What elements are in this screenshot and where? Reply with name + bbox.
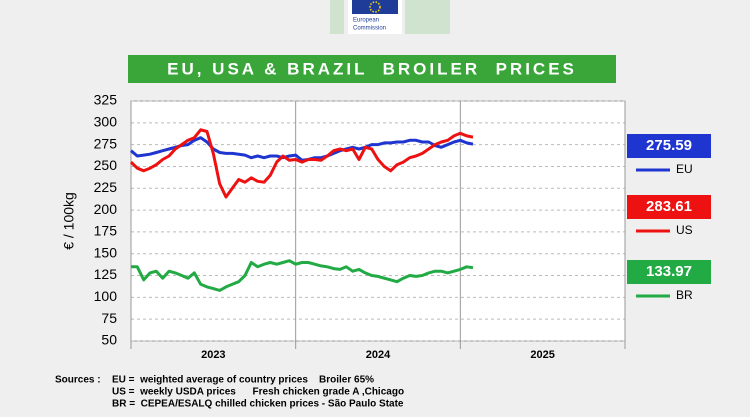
line-br	[131, 259, 474, 292]
y-axis-label: € / 100kg	[61, 192, 77, 250]
chart-title: EU, USA & BRAZIL BROILER PRICES	[167, 59, 577, 78]
title-box	[128, 55, 616, 83]
source-line: US = weekly USDA prices Fresh chicken gr…	[112, 387, 404, 398]
y-tick-label: 125	[94, 266, 118, 282]
y-tick-label: 50	[101, 332, 117, 348]
y-tick-label: 175	[94, 223, 118, 239]
y-tick-label: 200	[94, 201, 118, 217]
latest-value: 275.59	[646, 137, 692, 154]
logo-stripe	[405, 0, 450, 34]
line-us	[129, 128, 474, 199]
y-tick-label: 75	[101, 310, 117, 326]
latest-value: 133.97	[646, 263, 692, 280]
y-tick-label: 325	[94, 92, 118, 108]
latest-value: 283.61	[646, 198, 692, 215]
y-tick-label: 250	[94, 157, 118, 173]
latest-box	[627, 195, 711, 219]
plot-area	[130, 100, 626, 342]
legend-label: BR	[676, 288, 693, 302]
logo-text: European	[353, 18, 379, 24]
y-tick-label: 300	[94, 114, 118, 130]
latest-box	[627, 260, 711, 284]
logo: European Commission	[330, 0, 450, 34]
logo-stars	[369, 1, 381, 13]
source-line: BR = CEPEA/ESALQ chilled chicken prices …	[112, 399, 404, 410]
x-tick-label: 2023	[201, 349, 225, 361]
y-tick-label: 100	[94, 288, 118, 304]
x-tick-label: 2025	[530, 349, 554, 361]
y-tick-label: 275	[94, 135, 118, 151]
logo-flag	[352, 0, 398, 14]
legend-label: EU	[676, 162, 693, 176]
logo-stripe	[330, 0, 344, 34]
line-eu	[130, 136, 474, 162]
x-tick-label: 2024	[366, 349, 391, 361]
source-line: EU = weighted average of country prices …	[112, 375, 374, 386]
y-tick-label: 150	[94, 244, 118, 260]
legend-label: US	[676, 223, 693, 237]
logo-text: Commission	[353, 26, 386, 32]
latest-box	[627, 134, 711, 158]
y-tick-label: 225	[94, 179, 118, 195]
sources-label: Sources :	[55, 375, 101, 386]
